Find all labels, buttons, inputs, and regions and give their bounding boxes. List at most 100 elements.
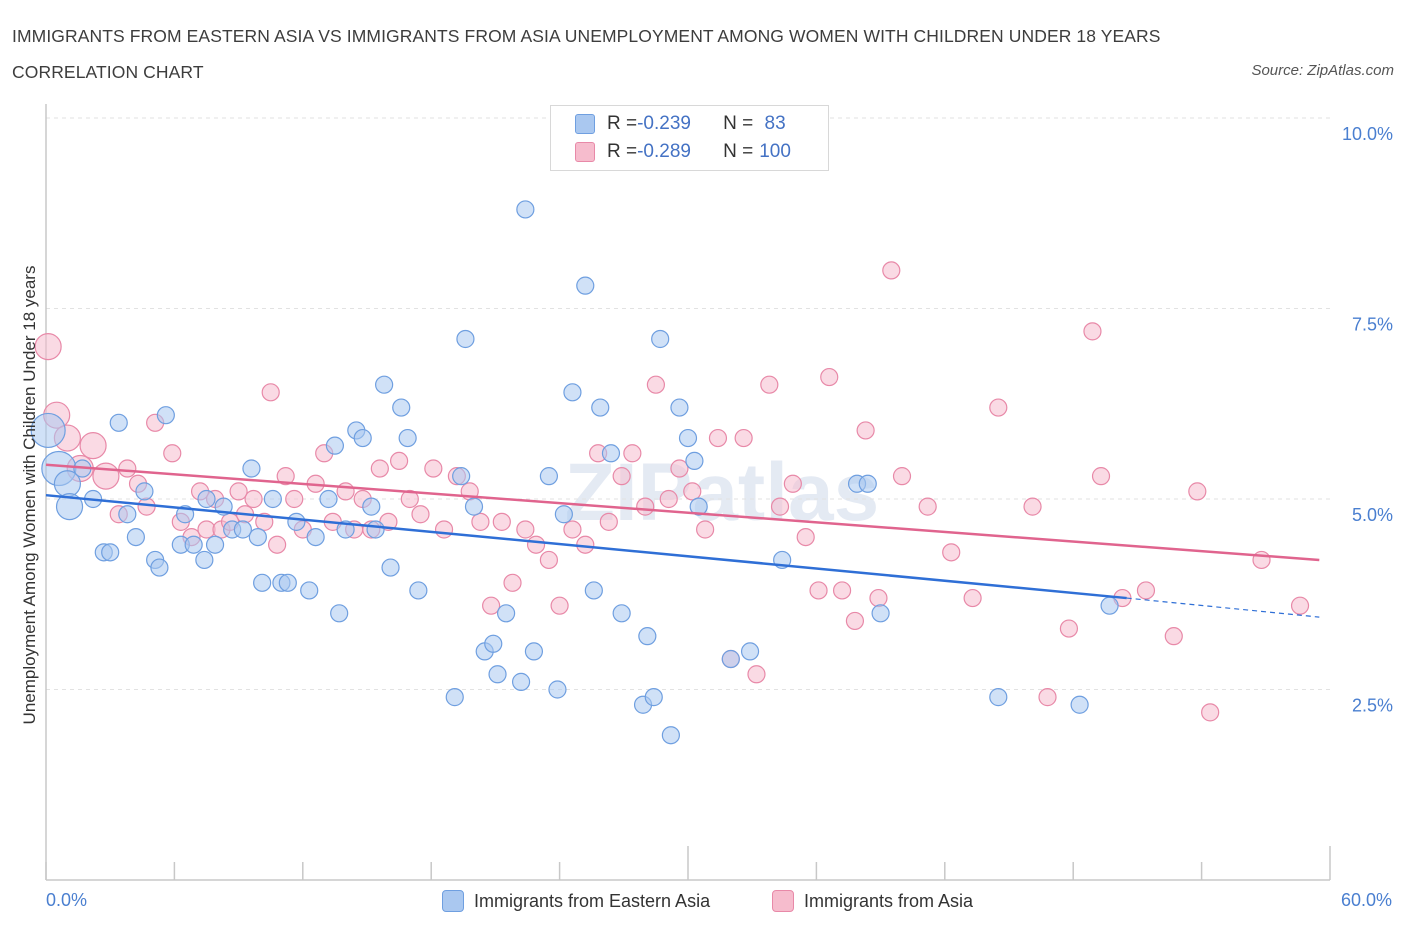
data-point [398, 428, 417, 448]
data-point [989, 688, 1008, 707]
data-point [268, 535, 287, 554]
data-point [79, 432, 107, 460]
data-point [796, 527, 815, 547]
data-point [539, 550, 559, 570]
trend-line-asia [45, 463, 1320, 562]
data-point [287, 512, 306, 531]
data-point [1070, 695, 1089, 714]
data-point [584, 581, 603, 600]
data-point [244, 489, 263, 509]
data-point [285, 489, 304, 509]
legend-swatch-pink [575, 142, 595, 162]
data-point [623, 444, 642, 463]
data-point [963, 588, 982, 608]
trend-lines [45, 463, 1320, 618]
data-point [184, 535, 203, 554]
data-point [696, 520, 715, 539]
legend-row-asia: R = -0.289 N = 100 [575, 140, 791, 164]
data-point [362, 497, 381, 516]
data-point [591, 398, 610, 417]
data-point [366, 520, 385, 539]
data-point [858, 474, 877, 493]
y-tick-label: 5.0% [1352, 505, 1393, 525]
data-point [1091, 467, 1111, 486]
data-point [319, 489, 338, 509]
data-point [195, 550, 214, 570]
y-tick-label: 7.5% [1352, 315, 1393, 335]
data-point [747, 665, 766, 684]
data-point [482, 596, 501, 615]
data-point [242, 459, 261, 478]
legend-label: Immigrants from Eastern Asia [474, 890, 711, 911]
data-point [156, 406, 175, 425]
n-value: 100 [759, 141, 791, 162]
data-point [253, 573, 272, 592]
data-point [306, 527, 325, 547]
data-point [661, 726, 680, 745]
data-point [452, 467, 471, 486]
data-point [381, 558, 400, 577]
data-point [30, 412, 66, 449]
gridlines [46, 117, 1330, 690]
data-point [456, 329, 475, 349]
data-point [659, 489, 678, 509]
data-point [856, 421, 875, 440]
data-point [92, 462, 120, 490]
data-point [524, 642, 544, 661]
data-point [989, 398, 1008, 417]
data-point [820, 367, 839, 387]
n-value: 83 [759, 113, 786, 134]
legend-label: Immigrants from Asia [804, 890, 974, 911]
data-point [503, 573, 522, 592]
data-point [576, 276, 595, 295]
legend-swatch-blue [575, 114, 595, 134]
data-point [689, 497, 708, 516]
data-point [563, 383, 582, 402]
data-point [563, 520, 582, 539]
trend-line-eastern-asia [45, 493, 1127, 600]
y-axis-label: Unemployment Among Women with Children U… [20, 265, 39, 725]
data-point [683, 482, 702, 501]
data-point [118, 505, 137, 524]
data-point [1023, 497, 1042, 516]
data-point [734, 428, 753, 448]
data-point [390, 451, 409, 470]
data-point [353, 428, 372, 448]
legend-row-eastern-asia: R = -0.239 N = 83 [575, 112, 786, 136]
x-tick-max: 60.0% [1340, 890, 1392, 910]
r-label: R = [607, 113, 638, 134]
data-point [370, 459, 389, 478]
data-point [263, 489, 282, 509]
y-tick-label: 10.0% [1342, 124, 1393, 144]
data-point [434, 520, 454, 539]
data-point [197, 489, 216, 509]
data-point [248, 527, 267, 547]
data-point [1290, 596, 1310, 615]
legend-swatch-blue [442, 890, 464, 912]
data-point [809, 581, 828, 600]
data-point [678, 428, 698, 448]
data-point [1201, 703, 1220, 722]
series-asia-points [34, 261, 1310, 722]
data-point [516, 200, 535, 219]
r-label: R = [607, 141, 638, 162]
data-point [261, 383, 280, 402]
data-point [126, 527, 145, 547]
data-point [832, 581, 852, 600]
data-point [464, 497, 484, 516]
data-point [1038, 688, 1057, 707]
trend-line-extension [1126, 597, 1320, 618]
n-label: N = [723, 113, 754, 134]
data-point [409, 581, 428, 600]
data-point [1188, 482, 1207, 501]
data-point [646, 375, 666, 394]
data-point [526, 535, 546, 554]
data-point [869, 588, 888, 608]
legend-item-asia: Immigrants from Asia [772, 890, 973, 912]
data-point [770, 497, 790, 516]
data-point [548, 680, 567, 699]
series-eastern-asia-points [30, 200, 1119, 745]
data-point [670, 398, 689, 417]
data-point [109, 413, 128, 432]
